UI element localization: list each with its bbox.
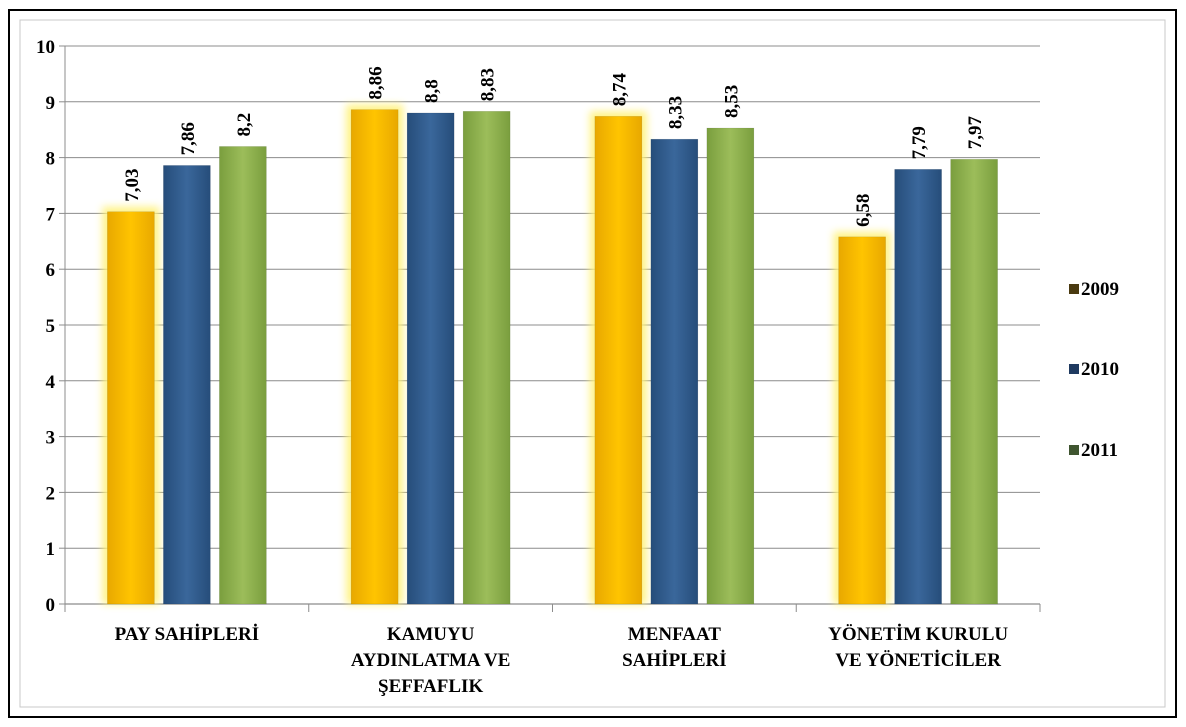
legend-label: 2010 (1081, 359, 1119, 380)
data-label: 8,33 (665, 96, 686, 129)
y-tick-label: 9 (46, 93, 56, 114)
y-tick-label: 5 (46, 316, 56, 337)
bar-2011-2 (706, 127, 755, 605)
data-label: 6,58 (853, 194, 874, 227)
legend-swatch (1069, 364, 1079, 374)
legend-swatch (1069, 284, 1079, 294)
y-tick-label: 2 (46, 483, 56, 504)
y-tick-label: 1 (46, 539, 56, 560)
bars (102, 104, 998, 605)
data-label: 7,79 (909, 126, 930, 159)
data-label: 7,97 (965, 116, 986, 150)
data-label: 8,2 (234, 113, 255, 137)
bar-2010-0 (163, 165, 211, 605)
x-tick-label: AYDINLATMA VE (351, 650, 511, 671)
bar-2010-1 (406, 112, 455, 605)
y-tick-label: 0 (46, 595, 56, 616)
bar-2009-0 (107, 211, 155, 605)
bar-2010-2 (650, 138, 699, 605)
legend-label: 2009 (1081, 279, 1119, 300)
x-tick-label: VE YÖNETİCİLER (835, 650, 1001, 671)
bar-2011-3 (950, 159, 998, 605)
data-labels: 7,03 8,86 8,74 6,58 7,86 8,8 8,33 7,79 8,2 8,83 8,… (122, 66, 986, 226)
data-label: 8,74 (609, 73, 630, 107)
x-tick-label: PAY SAHİPLERİ (115, 624, 259, 645)
y-tick-label: 3 (46, 428, 56, 449)
data-label: 8,83 (478, 68, 499, 101)
bar-2011-0 (219, 146, 267, 605)
axes: 0 1 2 3 4 5 6 7 8 9 10 PAY SAHİPLERİ KAMUYU AYDINLATM… (36, 37, 1041, 697)
y-tick-label: 6 (46, 260, 56, 281)
bar-2010-3 (894, 169, 942, 605)
y-tick-label: 4 (46, 372, 56, 393)
x-tick-label: ŞEFFAFLIK (378, 676, 483, 697)
bar-2009-2 (594, 116, 643, 605)
legend: 2009 2010 2011 (1069, 279, 1119, 461)
legend-label: 2011 (1081, 440, 1118, 461)
x-tick-label: MENFAAT (628, 624, 722, 645)
data-label: 8,8 (422, 79, 443, 103)
x-tick-label: KAMUYU (387, 624, 475, 645)
legend-swatch (1069, 445, 1079, 455)
inner-border (19, 19, 1166, 708)
bar-2011-1 (462, 111, 511, 605)
x-tick-label: SAHİPLERİ (622, 650, 727, 671)
data-label: 8,53 (721, 85, 742, 118)
x-tick-label: YÖNETİM KURULU (828, 624, 1008, 645)
y-tick-label: 8 (46, 149, 56, 170)
data-label: 8,86 (366, 66, 387, 99)
data-label: 7,86 (178, 122, 199, 155)
y-tick-label: 7 (46, 204, 56, 225)
bar-2009-1 (350, 109, 399, 605)
bar-2009-3 (838, 236, 886, 605)
data-label: 7,03 (122, 168, 143, 201)
y-tick-label: 10 (36, 37, 55, 58)
